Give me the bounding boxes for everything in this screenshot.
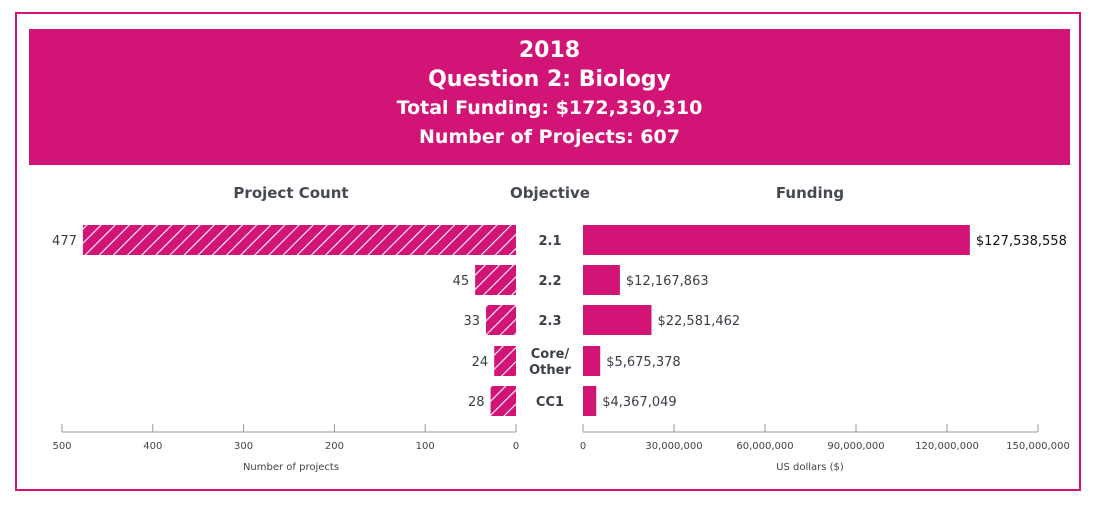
funding-header: Funding [776, 184, 844, 202]
right-axis-label: US dollars ($) [776, 462, 844, 473]
left-axis-tick-label: 200 [325, 441, 344, 452]
title-banner: 2018 Question 2: Biology Total Funding: … [29, 29, 1070, 165]
right-axis-tick-label: 150,000,000 [1006, 441, 1070, 452]
project-count-bar [475, 265, 516, 295]
project-count-value-label: 45 [453, 274, 470, 289]
chart-frame [15, 12, 1081, 491]
left-axis-tick-label: 300 [234, 441, 253, 452]
project-count-bar [486, 305, 516, 335]
project-count-bar [82, 225, 516, 255]
right-axis-tick-label: 90,000,000 [827, 441, 884, 452]
objective-category-label: CC1 [536, 395, 564, 410]
objective-category-label: 2.2 [538, 274, 561, 289]
funding-bar [583, 346, 601, 376]
left-axis-tick-label: 500 [52, 441, 71, 452]
funding-value-label: $127,538,558 [976, 234, 1067, 249]
objective-category-label: 2.3 [538, 314, 561, 329]
project-count-value-label: 28 [468, 395, 485, 410]
right-axis-tick-label: 120,000,000 [915, 441, 979, 452]
banner-total-funding: Total Funding: $172,330,310 [396, 97, 703, 119]
funding-value-label: $4,367,049 [602, 395, 676, 410]
funding-bar [583, 265, 620, 295]
project-count-bar [494, 346, 516, 376]
funding-value-label: $5,675,378 [606, 355, 680, 370]
project-count-header: Project Count [233, 184, 348, 202]
funding-bar [583, 386, 597, 416]
funding-value-label: $12,167,863 [626, 274, 709, 289]
banner-num-projects: Number of Projects: 607 [419, 126, 680, 148]
funding-bar [583, 305, 652, 335]
project-count-value-label: 477 [52, 234, 77, 249]
objective-category-label: 2.1 [538, 234, 561, 249]
objective-category-label: Core/Other [529, 347, 571, 378]
project-count-value-label: 33 [463, 314, 480, 329]
right-axis-tick-label: 60,000,000 [736, 441, 793, 452]
right-axis-tick-label: 0 [580, 441, 586, 452]
left-axis-tick-label: 0 [513, 441, 519, 452]
project-count-value-label: 24 [472, 355, 489, 370]
project-count-bar [490, 386, 516, 416]
objective-header: Objective [510, 184, 590, 202]
funding-value-label: $22,581,462 [657, 314, 740, 329]
funding-bar [583, 225, 970, 255]
left-axis-tick-label: 400 [143, 441, 162, 452]
banner-title: Question 2: Biology [428, 67, 671, 92]
left-axis-label: Number of projects [243, 462, 339, 473]
left-axis-tick-label: 100 [416, 441, 435, 452]
banner-year: 2018 [518, 38, 581, 63]
right-axis-tick-label: 30,000,000 [645, 441, 702, 452]
